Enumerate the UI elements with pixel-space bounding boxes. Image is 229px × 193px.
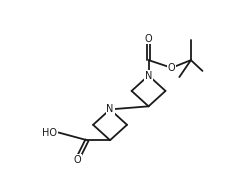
Text: N: N bbox=[145, 70, 152, 80]
Text: HO: HO bbox=[42, 128, 57, 137]
Text: N: N bbox=[106, 104, 114, 114]
Text: O: O bbox=[73, 155, 81, 165]
Text: O: O bbox=[168, 63, 175, 73]
Text: O: O bbox=[145, 34, 152, 44]
